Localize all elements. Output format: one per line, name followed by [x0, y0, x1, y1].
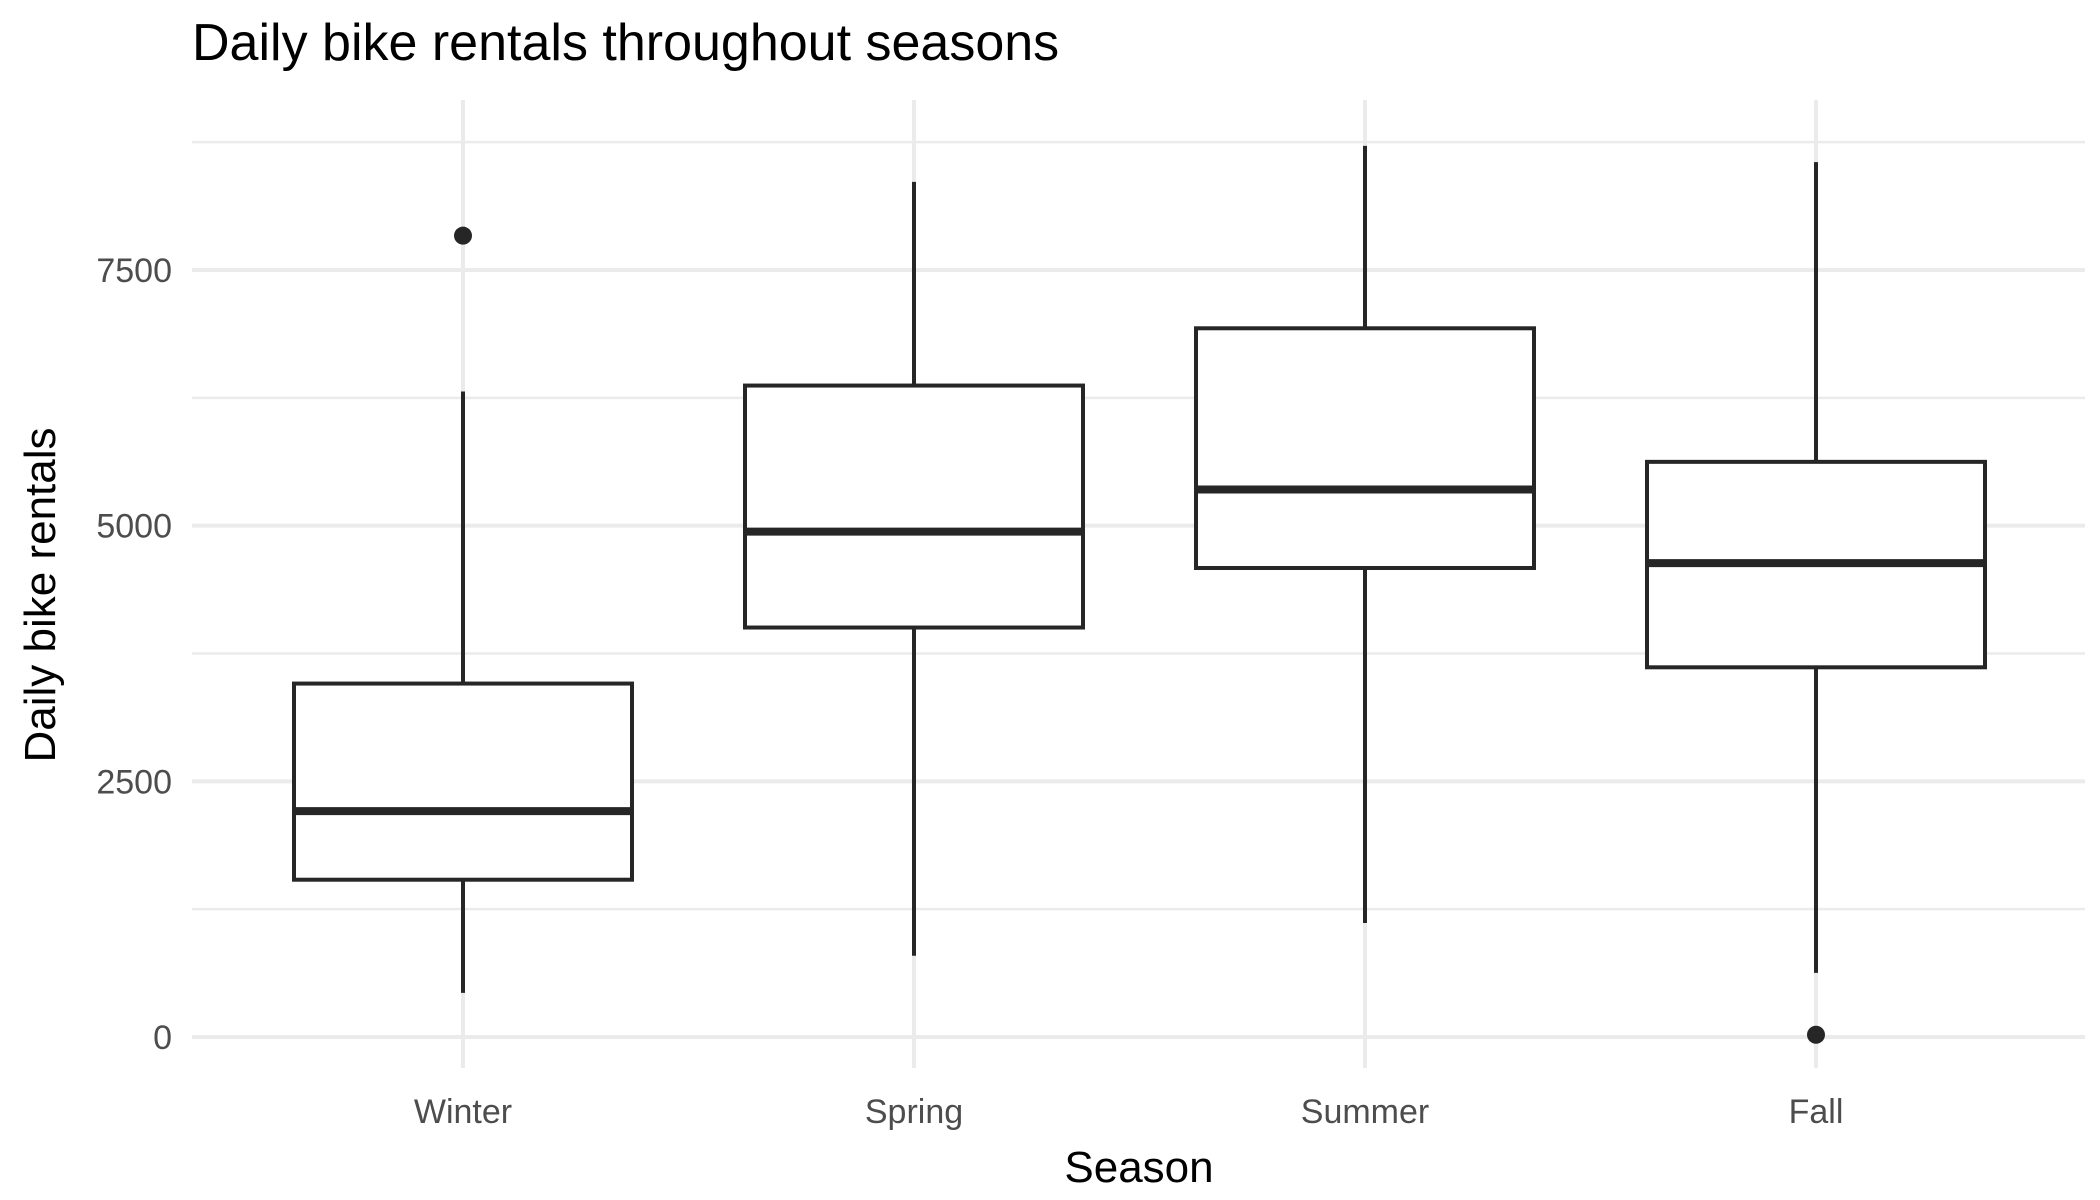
outlier-point: [454, 226, 472, 245]
y-axis-ticks: 0 2500 5000 7500: [96, 252, 172, 1057]
y-tick-label: 0: [153, 1019, 172, 1057]
y-axis-title: Daily bike rentals: [16, 427, 65, 762]
x-axis-title: Season: [1064, 1143, 1213, 1192]
box-summer: [1194, 145, 1536, 923]
interquartile-box: [1194, 326, 1536, 571]
interquartile-box: [743, 383, 1085, 630]
box-winter: [292, 226, 634, 993]
outlier-point: [1807, 1025, 1825, 1044]
interquartile-box: [292, 681, 634, 882]
x-axis-ticks: Winter Spring Summer Fall: [414, 1093, 1844, 1131]
chart-title: Daily bike rentals throughout seasons: [192, 14, 1059, 72]
y-tick-label: 7500: [96, 252, 172, 290]
x-tick-label: Fall: [1789, 1093, 1844, 1131]
y-tick-label: 2500: [96, 763, 172, 801]
box-fall: [1645, 162, 1987, 1044]
x-tick-label: Summer: [1301, 1093, 1429, 1131]
box-series: [292, 145, 1987, 1044]
x-tick-label: Spring: [865, 1093, 963, 1131]
y-tick-label: 5000: [96, 508, 172, 546]
x-tick-label: Winter: [414, 1093, 512, 1131]
box-spring: [743, 181, 1085, 956]
